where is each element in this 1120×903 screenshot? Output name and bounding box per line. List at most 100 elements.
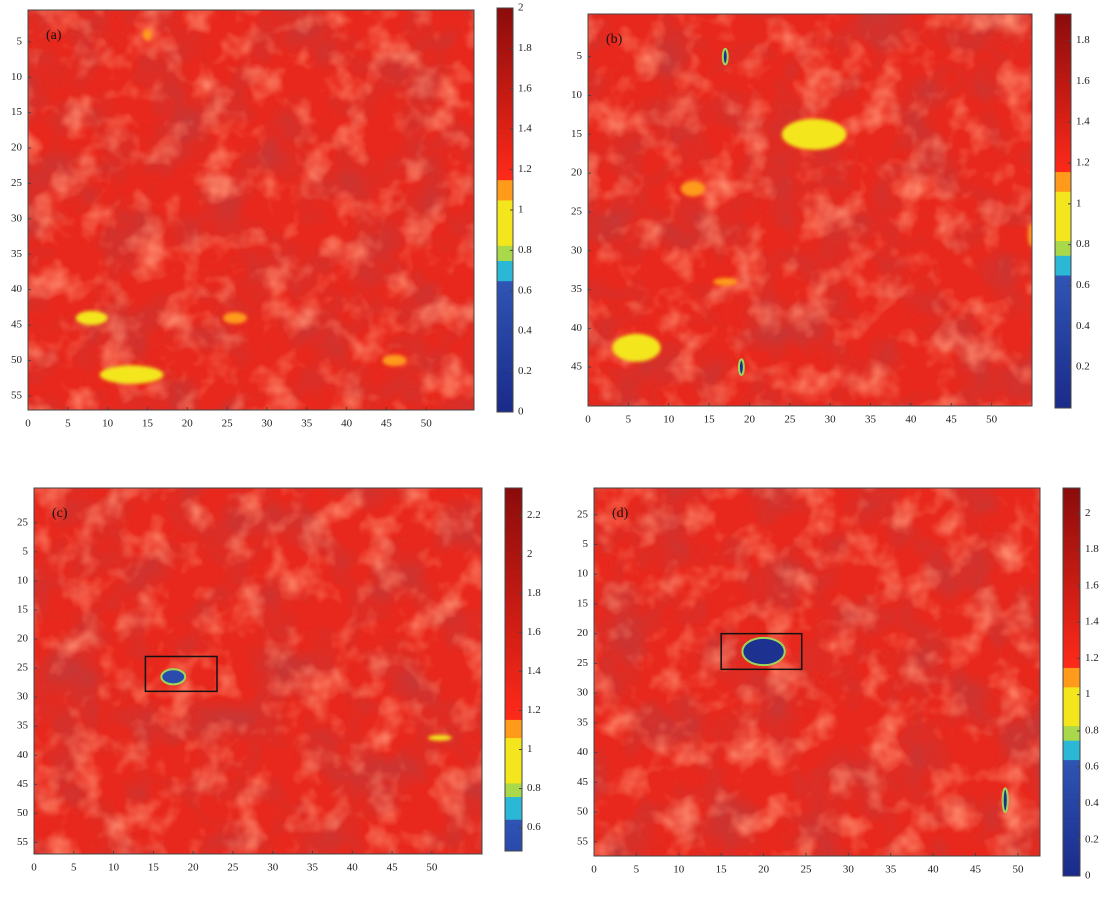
colorbar-cell bbox=[1063, 759, 1080, 765]
colorbar-cell bbox=[1063, 696, 1080, 702]
x-tick-label: 25 bbox=[800, 864, 812, 876]
colorbar-cell bbox=[505, 515, 522, 521]
colorbar-cell bbox=[497, 351, 513, 357]
colorbar-cell bbox=[505, 746, 522, 752]
colorbar-tick-label: 1.8 bbox=[518, 42, 532, 54]
colorbar-cell bbox=[497, 366, 513, 373]
colorbar-cell bbox=[505, 719, 522, 725]
colorbar-cell bbox=[1063, 672, 1080, 678]
y-tick-label: 5 bbox=[583, 538, 589, 550]
spot bbox=[1027, 223, 1032, 247]
colorbar-cell bbox=[1063, 842, 1080, 848]
colorbar-cell bbox=[497, 204, 513, 211]
colorbar-tick-label: 1.2 bbox=[1085, 652, 1099, 664]
colorbar-cell bbox=[505, 642, 522, 648]
x-tick-label: 10 bbox=[673, 864, 685, 876]
heatmap bbox=[588, 14, 1032, 406]
colorbar-tick-label: 2 bbox=[1085, 507, 1091, 519]
colorbar-cell bbox=[497, 265, 513, 272]
colorbar-tick-label: 1.2 bbox=[1076, 157, 1090, 169]
colorbar-cell bbox=[1055, 102, 1071, 109]
colorbar-cell bbox=[505, 837, 522, 843]
colorbar-cell bbox=[497, 371, 513, 378]
colorbar-cell bbox=[1055, 270, 1071, 276]
colorbar-cell bbox=[1063, 725, 1080, 731]
colorbar-cell bbox=[1063, 783, 1080, 790]
colorbar-cell bbox=[497, 154, 513, 160]
colorbar-cell bbox=[1055, 319, 1071, 325]
colorbar-cell bbox=[1055, 97, 1071, 104]
spot bbox=[741, 636, 786, 667]
colorbar-cell bbox=[505, 565, 522, 571]
colorbar-tick-label: 1 bbox=[518, 204, 524, 216]
colorbar-cell bbox=[497, 199, 513, 206]
x-tick-label: 15 bbox=[148, 862, 160, 874]
colorbar-cell bbox=[1063, 715, 1080, 722]
colorbar-cell bbox=[1055, 206, 1071, 212]
x-tick-label: 0 bbox=[25, 418, 31, 430]
colorbar-cell bbox=[1055, 43, 1071, 49]
colorbar-cell bbox=[1063, 633, 1080, 639]
colorbar-cell bbox=[497, 18, 513, 24]
colorbar-cell bbox=[497, 300, 513, 307]
colorbar-cell bbox=[1055, 324, 1071, 330]
x-tick-label: 25 bbox=[784, 414, 796, 426]
colorbar-tick-label: 0.8 bbox=[1076, 238, 1090, 250]
colorbar-cell bbox=[505, 574, 522, 580]
colorbar-cell bbox=[1063, 488, 1080, 494]
x-tick-label: 50 bbox=[1012, 864, 1024, 876]
spot bbox=[142, 29, 153, 41]
plot-frame bbox=[27, 9, 475, 411]
colorbar-cell bbox=[1063, 764, 1080, 770]
colorbar-cell bbox=[505, 497, 522, 503]
colorbar-cell bbox=[505, 714, 522, 720]
colorbar-tick-label: 1.8 bbox=[1076, 34, 1090, 46]
y-tick-label: 50 bbox=[577, 806, 589, 818]
colorbar-cell bbox=[1063, 599, 1080, 605]
colorbar-cell bbox=[1063, 798, 1080, 804]
colorbar-cell bbox=[505, 628, 522, 634]
colorbar-cell bbox=[497, 220, 513, 226]
colorbar-cell bbox=[1063, 677, 1080, 683]
colorbar-cell bbox=[497, 68, 513, 75]
colorbar-cell bbox=[1055, 339, 1071, 345]
colorbar-cell bbox=[497, 381, 513, 388]
colorbar-tick-label: 1 bbox=[1076, 197, 1082, 209]
colorbar-cell bbox=[1055, 63, 1071, 69]
colorbar-tick-label: 0.2 bbox=[1076, 361, 1090, 373]
panel: (c)0 5 10 15 20 25 30 35 40 45 5025510152025303540… bbox=[17, 487, 541, 874]
colorbar-cell bbox=[497, 235, 513, 241]
colorbar-cell bbox=[1055, 142, 1071, 148]
y-tick-label: 20 bbox=[11, 142, 23, 154]
colorbar-cell bbox=[497, 215, 513, 221]
colorbar-cell bbox=[505, 819, 522, 825]
colorbar-cell bbox=[1055, 240, 1071, 246]
colorbar-cell bbox=[505, 533, 522, 539]
colorbar-cell bbox=[497, 194, 513, 201]
colorbar-cell bbox=[505, 660, 522, 666]
colorbar-tick-label: 0.4 bbox=[1076, 320, 1090, 332]
colorbar-cell bbox=[497, 240, 513, 246]
colorbar-cell bbox=[1063, 575, 1080, 581]
x-tick-label: 5 bbox=[71, 862, 77, 874]
colorbar-tick-label: 1.4 bbox=[527, 665, 541, 677]
colorbar-cell bbox=[497, 33, 513, 39]
colorbar-cell bbox=[497, 230, 513, 236]
colorbar-cell bbox=[1063, 779, 1080, 785]
panel: (d)0 5 10 15 20 25 30 35 40 45 5025510152025303540… bbox=[577, 487, 1099, 882]
colorbar-cell bbox=[497, 336, 513, 342]
colorbar-cell bbox=[1055, 329, 1071, 335]
colorbar-cell bbox=[1055, 132, 1071, 138]
colorbar-tick-label: 2.2 bbox=[527, 509, 541, 521]
colorbar-cell bbox=[1063, 701, 1080, 707]
colorbar-cell bbox=[497, 179, 513, 186]
colorbar-cell bbox=[497, 290, 513, 297]
colorbar-tick-label: 0.8 bbox=[518, 244, 532, 256]
colorbar-cell bbox=[1055, 122, 1071, 128]
colorbar-cell bbox=[505, 841, 522, 847]
colorbar-cell bbox=[1063, 817, 1080, 824]
colorbar-cell bbox=[505, 556, 522, 562]
colorbar-cell bbox=[505, 633, 522, 639]
colorbar-cell bbox=[1055, 358, 1071, 365]
colorbar-cell bbox=[505, 519, 522, 525]
